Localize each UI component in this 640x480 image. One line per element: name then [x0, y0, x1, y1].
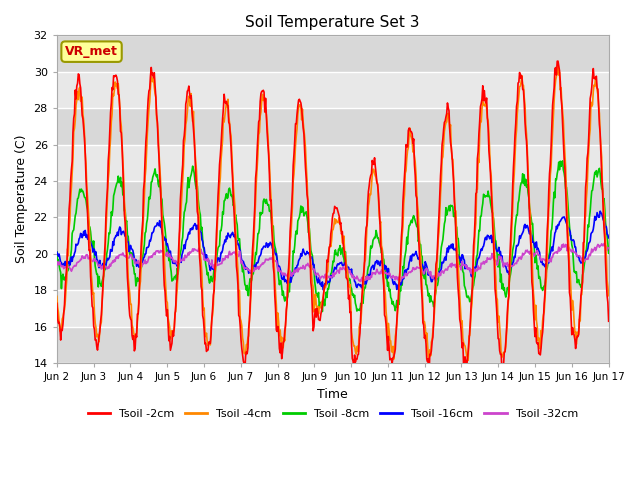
- Tsoil -4cm: [120, 174, 127, 180]
- Tsoil -2cm: [416, 262, 424, 267]
- Tsoil -4cm: [416, 246, 424, 252]
- Tsoil -4cm: [554, 61, 562, 67]
- Tsoil -32cm: [176, 260, 184, 265]
- Legend: Tsoil -2cm, Tsoil -4cm, Tsoil -8cm, Tsoil -16cm, Tsoil -32cm: Tsoil -2cm, Tsoil -4cm, Tsoil -8cm, Tsoi…: [83, 404, 582, 423]
- Text: VR_met: VR_met: [65, 45, 118, 58]
- Tsoil -16cm: [176, 258, 184, 264]
- Tsoil -8cm: [53, 249, 61, 255]
- Tsoil -4cm: [605, 293, 612, 299]
- Tsoil -2cm: [176, 225, 184, 230]
- Tsoil -4cm: [53, 293, 61, 299]
- Tsoil -16cm: [605, 235, 612, 241]
- Tsoil -4cm: [465, 358, 472, 363]
- Tsoil -4cm: [63, 276, 70, 281]
- Bar: [57, 181, 609, 217]
- Tsoil -2cm: [425, 372, 433, 378]
- Tsoil -8cm: [205, 276, 212, 282]
- Tsoil -32cm: [605, 245, 612, 251]
- Tsoil -16cm: [596, 208, 604, 214]
- Bar: [57, 254, 609, 290]
- Tsoil -8cm: [176, 254, 184, 260]
- Tsoil -16cm: [401, 269, 408, 275]
- Tsoil -8cm: [319, 309, 326, 314]
- Y-axis label: Soil Temperature (C): Soil Temperature (C): [15, 135, 28, 264]
- Line: Tsoil -16cm: Tsoil -16cm: [57, 211, 609, 290]
- Tsoil -8cm: [559, 158, 566, 164]
- X-axis label: Time: Time: [317, 388, 348, 401]
- Tsoil -16cm: [120, 228, 127, 234]
- Tsoil -32cm: [63, 264, 70, 270]
- Tsoil -2cm: [63, 262, 70, 267]
- Tsoil -8cm: [605, 251, 612, 256]
- Tsoil -2cm: [605, 318, 612, 324]
- Bar: [57, 326, 609, 363]
- Tsoil -16cm: [319, 287, 327, 293]
- Tsoil -16cm: [417, 258, 424, 264]
- Tsoil -32cm: [357, 279, 365, 285]
- Tsoil -2cm: [205, 339, 212, 345]
- Tsoil -4cm: [176, 230, 184, 236]
- Tsoil -32cm: [53, 259, 61, 265]
- Tsoil -32cm: [120, 252, 127, 258]
- Line: Tsoil -32cm: Tsoil -32cm: [57, 243, 609, 282]
- Tsoil -8cm: [401, 256, 408, 262]
- Tsoil -32cm: [600, 240, 608, 246]
- Line: Tsoil -2cm: Tsoil -2cm: [57, 61, 609, 375]
- Tsoil -2cm: [53, 300, 61, 306]
- Bar: [57, 36, 609, 72]
- Tsoil -32cm: [417, 265, 424, 271]
- Tsoil -32cm: [401, 274, 408, 279]
- Line: Tsoil -8cm: Tsoil -8cm: [57, 161, 609, 312]
- Tsoil -8cm: [63, 269, 70, 275]
- Tsoil -16cm: [63, 265, 70, 271]
- Tsoil -8cm: [417, 241, 424, 247]
- Tsoil -16cm: [205, 258, 212, 264]
- Title: Soil Temperature Set 3: Soil Temperature Set 3: [246, 15, 420, 30]
- Line: Tsoil -4cm: Tsoil -4cm: [57, 64, 609, 360]
- Tsoil -8cm: [120, 192, 127, 197]
- Tsoil -2cm: [400, 186, 408, 192]
- Bar: [57, 290, 609, 326]
- Tsoil -4cm: [400, 201, 408, 207]
- Tsoil -32cm: [205, 258, 212, 264]
- Tsoil -2cm: [554, 58, 562, 64]
- Bar: [57, 144, 609, 181]
- Bar: [57, 108, 609, 144]
- Tsoil -16cm: [53, 249, 61, 255]
- Bar: [57, 217, 609, 254]
- Tsoil -4cm: [205, 340, 212, 346]
- Tsoil -2cm: [120, 189, 127, 195]
- Bar: [57, 72, 609, 108]
